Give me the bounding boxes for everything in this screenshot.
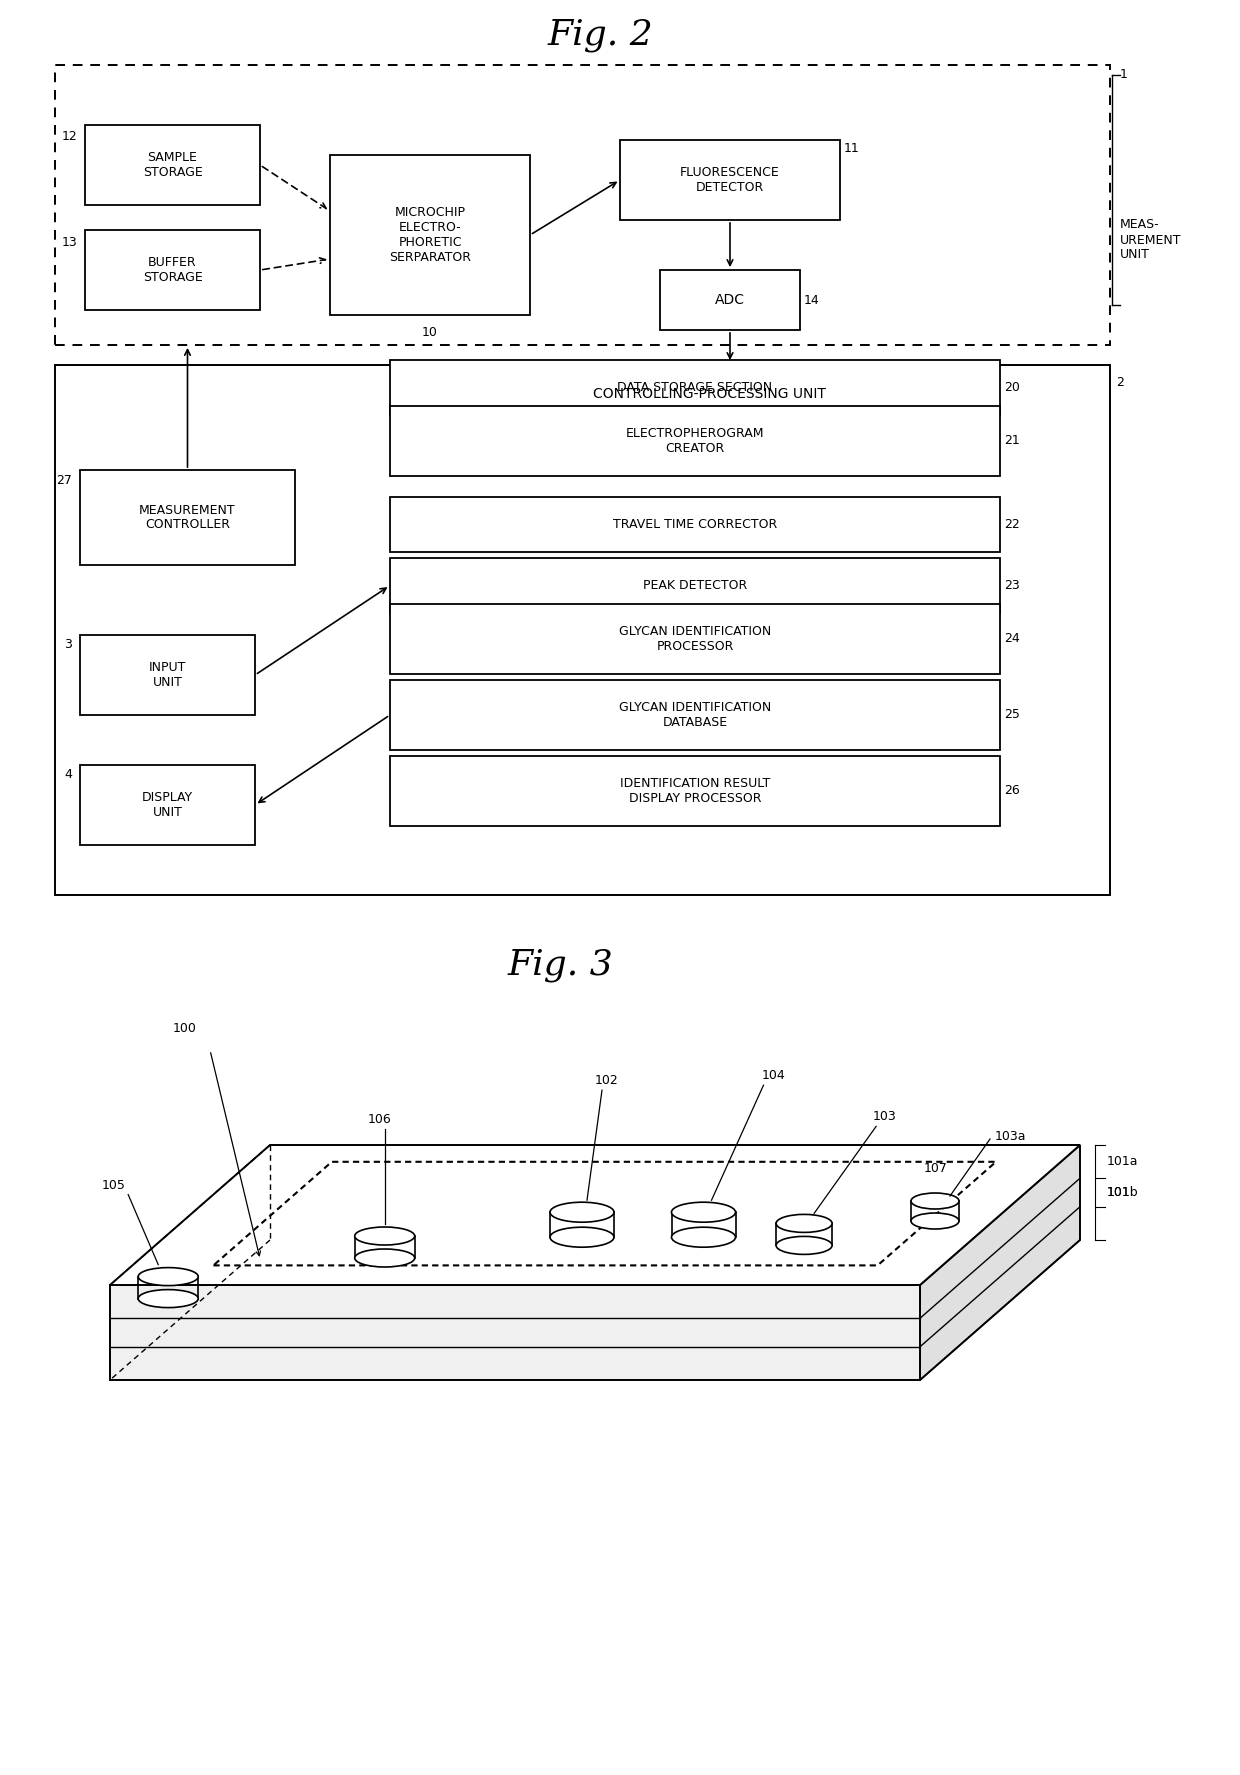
Text: 21: 21 — [1004, 435, 1019, 447]
Text: 2: 2 — [1116, 376, 1123, 389]
Text: GLYCAN IDENTIFICATION
PROCESSOR: GLYCAN IDENTIFICATION PROCESSOR — [619, 625, 771, 653]
Text: 13: 13 — [61, 236, 77, 249]
Ellipse shape — [144, 1294, 192, 1305]
Ellipse shape — [138, 1267, 198, 1285]
Text: 102: 102 — [595, 1074, 619, 1088]
Text: CONTROLLING-PROCESSING UNIT: CONTROLLING-PROCESSING UNIT — [593, 387, 826, 401]
Ellipse shape — [138, 1290, 198, 1308]
Bar — [55, 366, 1110, 895]
Text: 101a: 101a — [1107, 1156, 1138, 1168]
Text: MICROCHIP
ELECTRO-
PHORETIC
SERPARATOR: MICROCHIP ELECTRO- PHORETIC SERPARATOR — [389, 206, 471, 264]
Text: BUFFER
STORAGE: BUFFER STORAGE — [143, 256, 202, 284]
Text: 107: 107 — [924, 1163, 947, 1175]
Text: TRAVEL TIME CORRECTOR: TRAVEL TIME CORRECTOR — [613, 518, 777, 531]
Bar — [391, 680, 999, 751]
Text: 11: 11 — [844, 142, 859, 154]
Ellipse shape — [557, 1232, 608, 1242]
Polygon shape — [110, 1145, 1080, 1285]
Text: 103a: 103a — [994, 1129, 1027, 1143]
Text: IDENTIFICATION RESULT
DISPLAY PROCESSOR: IDENTIFICATION RESULT DISPLAY PROCESSOR — [620, 777, 770, 806]
Text: 27: 27 — [56, 474, 72, 486]
Text: PEAK DETECTOR: PEAK DETECTOR — [642, 579, 748, 593]
Text: 23: 23 — [1004, 579, 1019, 593]
Text: MEASUREMENT
CONTROLLER: MEASUREMENT CONTROLLER — [139, 504, 236, 531]
Bar — [81, 470, 295, 564]
Text: Fig. 3: Fig. 3 — [507, 948, 613, 982]
Bar — [391, 497, 999, 552]
Text: DATA STORAGE SECTION: DATA STORAGE SECTION — [618, 382, 773, 394]
Ellipse shape — [678, 1232, 729, 1242]
Polygon shape — [920, 1145, 1080, 1379]
Ellipse shape — [672, 1202, 735, 1223]
Text: 20: 20 — [1004, 382, 1019, 394]
Text: FLUORESCENCE
DETECTOR: FLUORESCENCE DETECTOR — [680, 167, 780, 193]
Ellipse shape — [911, 1193, 959, 1209]
Text: 101b: 101b — [1107, 1186, 1138, 1198]
Bar — [391, 756, 999, 825]
Text: Fig. 2: Fig. 2 — [547, 18, 653, 51]
Text: 4: 4 — [64, 769, 72, 781]
Bar — [330, 154, 529, 314]
Bar — [86, 124, 260, 204]
Bar — [391, 406, 999, 476]
Bar — [81, 765, 255, 845]
Ellipse shape — [776, 1214, 832, 1232]
Bar — [81, 635, 255, 715]
Text: 103: 103 — [872, 1111, 897, 1124]
Ellipse shape — [361, 1253, 409, 1264]
Text: 12: 12 — [61, 131, 77, 144]
Polygon shape — [110, 1285, 920, 1379]
Ellipse shape — [551, 1227, 614, 1248]
Text: 101: 101 — [1107, 1186, 1131, 1198]
Text: 26: 26 — [1004, 785, 1019, 797]
Text: 3: 3 — [64, 639, 72, 651]
Ellipse shape — [672, 1227, 735, 1248]
Ellipse shape — [355, 1250, 414, 1267]
Bar — [391, 604, 999, 674]
Bar — [660, 270, 800, 330]
Ellipse shape — [551, 1202, 614, 1223]
Text: 10: 10 — [422, 327, 438, 339]
Text: INPUT
UNIT: INPUT UNIT — [149, 660, 186, 689]
Ellipse shape — [916, 1216, 955, 1227]
Text: ELECTROPHEROGRAM
CREATOR: ELECTROPHEROGRAM CREATOR — [626, 428, 764, 454]
Bar — [391, 557, 999, 612]
Text: 24: 24 — [1004, 632, 1019, 646]
Text: 100: 100 — [174, 1022, 197, 1035]
Text: 106: 106 — [368, 1113, 392, 1125]
Text: ADC: ADC — [715, 293, 745, 307]
Text: GLYCAN IDENTIFICATION
DATABASE: GLYCAN IDENTIFICATION DATABASE — [619, 701, 771, 730]
Bar — [86, 231, 260, 311]
Text: 25: 25 — [1004, 708, 1019, 721]
Text: SAMPLE
STORAGE: SAMPLE STORAGE — [143, 151, 202, 179]
Ellipse shape — [781, 1241, 827, 1251]
Text: DISPLAY
UNIT: DISPLAY UNIT — [141, 792, 193, 818]
Bar — [391, 360, 999, 415]
Text: 105: 105 — [102, 1179, 125, 1191]
Text: 22: 22 — [1004, 518, 1019, 531]
Bar — [55, 66, 1110, 344]
Ellipse shape — [776, 1237, 832, 1255]
Text: MEAS-
UREMENT
UNIT: MEAS- UREMENT UNIT — [1120, 218, 1182, 261]
Text: 1: 1 — [1120, 69, 1128, 82]
Ellipse shape — [911, 1212, 959, 1228]
Text: 14: 14 — [804, 293, 820, 307]
Text: 104: 104 — [761, 1069, 785, 1083]
Bar — [620, 140, 839, 220]
Ellipse shape — [355, 1227, 414, 1244]
